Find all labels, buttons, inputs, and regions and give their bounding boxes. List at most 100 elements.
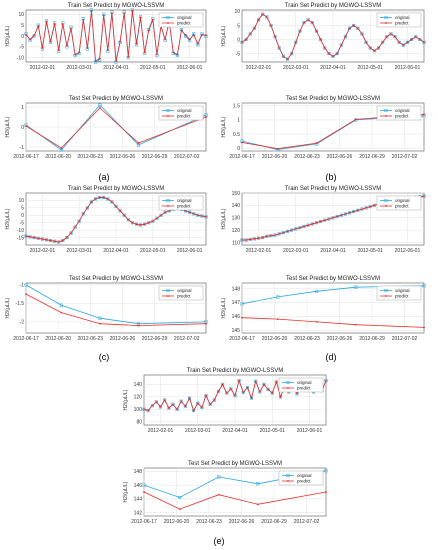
marker-original xyxy=(240,40,244,44)
marker-original xyxy=(256,18,261,22)
y-axis-label: H2/(μL/L) xyxy=(221,116,227,137)
x-tick-label: 2012-06-23 xyxy=(77,154,103,160)
marker-predict xyxy=(246,386,249,389)
x-tick-label: 2012-06-29 xyxy=(142,154,168,160)
y-tick-label: -5 xyxy=(236,51,241,57)
marker-predict xyxy=(354,118,357,121)
legend-label-original: original xyxy=(395,288,410,293)
marker-predict xyxy=(102,196,105,199)
marker-predict xyxy=(45,21,48,23)
marker-predict xyxy=(299,30,301,32)
marker-predict xyxy=(61,23,64,25)
marker-original xyxy=(258,390,262,394)
marker-predict xyxy=(60,147,63,149)
marker-predict xyxy=(106,198,109,200)
marker-predict xyxy=(265,235,268,238)
marker-predict xyxy=(410,38,413,41)
marker-predict xyxy=(74,226,76,229)
y-tick-label: 10 xyxy=(234,9,240,15)
marker-original xyxy=(266,387,270,391)
marker-predict xyxy=(282,231,285,234)
y-tick-label: 144 xyxy=(134,497,143,503)
marker-original xyxy=(61,238,65,243)
marker-predict xyxy=(299,226,301,229)
legend-label-predict: predict xyxy=(395,204,409,209)
y-tick-label: 0 xyxy=(21,34,24,40)
marker-predict xyxy=(278,232,281,235)
marker-predict xyxy=(201,406,203,409)
legend-label-original: original xyxy=(177,288,192,293)
marker-predict xyxy=(263,383,265,386)
y-tick-label: -15 xyxy=(17,235,24,241)
marker-predict xyxy=(137,142,140,144)
chart-title: Train Set Predict by MGWO-LSSVM xyxy=(285,186,381,192)
chart-e-test: 2012-06-17 2012-06-20 2012-06-23 2012-06-26… xyxy=(123,461,328,525)
marker-original xyxy=(155,216,159,220)
x-tick-label: 2012-06-26 xyxy=(229,519,255,525)
marker-original xyxy=(324,379,328,383)
legend-marker-predict xyxy=(167,205,169,207)
marker-original xyxy=(352,23,356,28)
marker-predict xyxy=(356,209,359,212)
marker-predict xyxy=(184,405,187,408)
marker-predict xyxy=(303,21,305,24)
x-tick-label: 2012-06-20 xyxy=(45,154,71,160)
y-tick-label: 148 xyxy=(134,469,143,475)
x-tick-label: 2012-06-29 xyxy=(261,519,287,525)
marker-predict xyxy=(156,217,158,220)
x-tick-label: 2012-06-23 xyxy=(294,336,320,342)
marker-original xyxy=(347,26,352,30)
marker-original xyxy=(183,404,187,408)
x-tick-label: 2012-07-02 xyxy=(174,336,200,342)
marker-predict xyxy=(365,41,367,44)
legend-label-predict: predict xyxy=(177,204,191,209)
x-tick-label: 2012-06-26 xyxy=(327,154,353,160)
marker-predict xyxy=(344,213,347,215)
marker-predict xyxy=(253,237,256,240)
marker-predict xyxy=(381,41,384,44)
x-tick-label: 2012-04-01 xyxy=(222,428,248,434)
x-tick-label: 2012-05-01 xyxy=(259,428,285,434)
x-tick-label: 2012-04-01 xyxy=(103,248,129,254)
y-axis-label: H2/(μL/L) xyxy=(5,297,11,318)
marker-predict xyxy=(249,32,252,35)
legend-marker-original xyxy=(286,473,290,478)
marker-predict xyxy=(361,32,363,35)
y-tick-label: -2 xyxy=(20,320,25,326)
marker-predict xyxy=(86,47,89,49)
marker-original xyxy=(114,204,118,208)
x-tick-label: 2012-04-01 xyxy=(103,65,129,71)
marker-original xyxy=(212,398,216,402)
marker-predict xyxy=(160,214,162,217)
marker-predict xyxy=(323,47,326,49)
panels-layer: 2012-02-01 2012-03-01 2012-04-01 2012-05-01… xyxy=(5,3,426,525)
series-line-original xyxy=(25,284,207,325)
x-tick-label: 2012-04-01 xyxy=(320,248,346,254)
marker-predict xyxy=(196,402,199,405)
y-tick-label: 10 xyxy=(18,198,24,204)
marker-predict xyxy=(131,10,134,12)
marker-predict xyxy=(361,208,363,210)
legend-box xyxy=(158,105,204,121)
marker-original xyxy=(294,40,298,44)
marker-original xyxy=(118,209,122,213)
marker-predict xyxy=(241,239,243,241)
y-tick-label: 140 xyxy=(134,382,143,388)
marker-predict xyxy=(340,44,343,47)
marker-predict xyxy=(90,201,93,203)
marker-original xyxy=(256,482,260,486)
x-tick-label: 2012-04-01 xyxy=(320,65,346,71)
legend-marker-predict xyxy=(385,205,387,207)
marker-predict xyxy=(86,206,89,209)
legend-box xyxy=(376,285,422,301)
marker-predict xyxy=(279,395,282,398)
marker-predict xyxy=(57,241,60,243)
marker-original xyxy=(265,15,269,19)
marker-predict xyxy=(111,12,113,15)
marker-original xyxy=(142,483,146,487)
marker-predict xyxy=(377,47,380,49)
marker-predict xyxy=(66,236,68,239)
y-tick-label: 142 xyxy=(134,510,143,516)
